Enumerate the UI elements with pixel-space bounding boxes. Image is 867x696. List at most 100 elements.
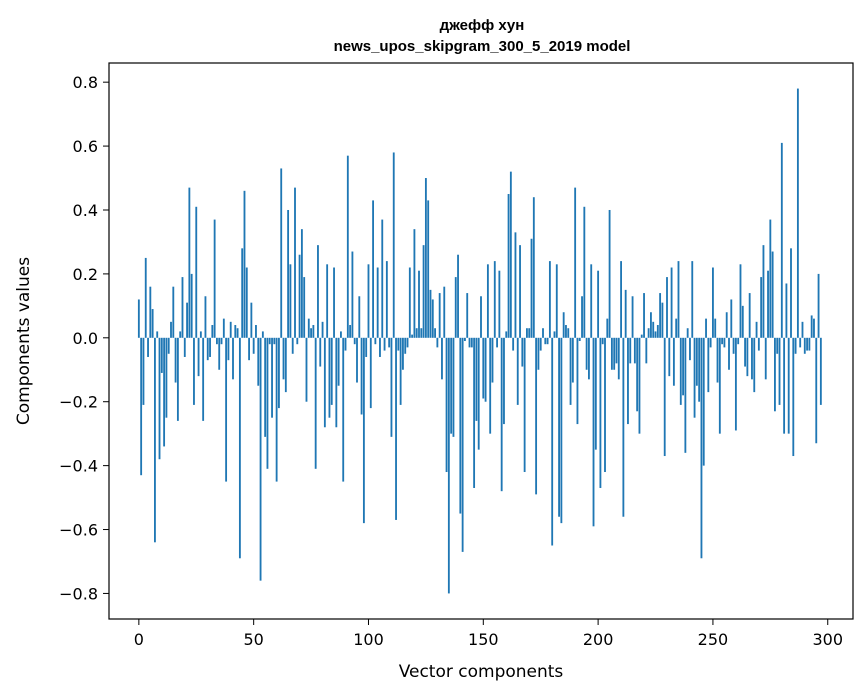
bar: [413, 229, 416, 338]
bar: [716, 337, 719, 383]
bar: [383, 337, 386, 351]
bar: [739, 264, 742, 338]
bar: [317, 245, 319, 338]
bar: [397, 337, 400, 351]
bar: [335, 337, 338, 428]
bar: [725, 312, 728, 338]
bar: [647, 328, 650, 338]
bar: [450, 337, 453, 434]
bar: [631, 296, 634, 338]
y-tick-label: −0.2: [59, 393, 98, 412]
bar: [702, 337, 705, 466]
bar: [698, 337, 701, 402]
bar: [275, 337, 278, 482]
y-tick-label: −0.6: [59, 521, 98, 540]
bar: [677, 261, 680, 338]
bar: [213, 219, 216, 338]
bar: [190, 273, 193, 338]
chart-title: джефф хун: [440, 17, 525, 34]
bar: [592, 337, 595, 527]
bar: [640, 334, 643, 338]
bar: [415, 328, 418, 338]
bar: [362, 337, 365, 524]
x-tick-label: 200: [583, 630, 614, 649]
bar: [422, 245, 425, 338]
bar: [548, 261, 551, 338]
bar: [351, 251, 354, 338]
bar: [682, 337, 684, 396]
bar: [303, 277, 306, 338]
bar: [482, 337, 485, 399]
bar: [291, 337, 294, 354]
bar: [645, 337, 648, 364]
bar: [537, 337, 540, 370]
bar: [815, 337, 818, 444]
bar: [560, 337, 563, 524]
y-tick-label: 0.8: [73, 73, 98, 92]
bar: [181, 277, 184, 338]
bar: [337, 337, 340, 386]
bar: [514, 232, 517, 338]
bar: [424, 178, 427, 338]
bar: [163, 337, 166, 447]
bar: [176, 337, 179, 421]
bar: [268, 337, 271, 345]
bar: [454, 277, 457, 338]
bar: [730, 299, 733, 338]
bar: [330, 337, 333, 405]
bar: [340, 331, 342, 338]
bar: [491, 337, 494, 383]
bar: [294, 187, 296, 338]
bar: [732, 337, 735, 354]
bar: [594, 337, 597, 450]
bar: [553, 331, 556, 338]
bar: [803, 337, 806, 354]
bar: [679, 337, 682, 405]
bar: [284, 337, 287, 393]
bar: [167, 337, 170, 354]
bar: [728, 337, 730, 370]
bar: [172, 286, 175, 338]
y-tick-label: 0.4: [73, 201, 98, 220]
bar: [810, 315, 813, 338]
bar: [399, 337, 402, 405]
bar: [486, 264, 489, 338]
bar: [709, 337, 712, 348]
bar: [464, 337, 466, 341]
bar: [819, 337, 822, 405]
bar: [707, 337, 710, 393]
bar: [197, 337, 200, 377]
bar: [234, 325, 237, 338]
bar: [604, 337, 606, 473]
bar: [395, 337, 397, 520]
bar: [321, 321, 324, 338]
bar: [610, 337, 613, 370]
bar: [737, 337, 740, 345]
bar: [186, 302, 188, 338]
bar: [379, 337, 381, 357]
bar: [526, 328, 528, 338]
bar: [606, 318, 609, 338]
bar: [571, 337, 574, 383]
bar: [473, 337, 476, 488]
bar: [206, 337, 209, 361]
bar: [760, 277, 763, 338]
bar: [755, 321, 758, 338]
bar: [333, 267, 335, 338]
bar: [261, 331, 264, 338]
bar: [578, 337, 581, 341]
bar: [576, 337, 579, 425]
bar: [783, 337, 786, 434]
bar: [142, 337, 145, 405]
bar: [160, 337, 163, 373]
bar: [721, 337, 724, 345]
bar: [599, 337, 602, 488]
bar: [530, 238, 533, 338]
bar: [638, 337, 641, 434]
bar: [636, 337, 639, 412]
bar: [452, 337, 455, 437]
bar: [438, 293, 441, 338]
bar: [225, 337, 228, 482]
bar: [714, 318, 717, 338]
bar: [654, 331, 657, 338]
